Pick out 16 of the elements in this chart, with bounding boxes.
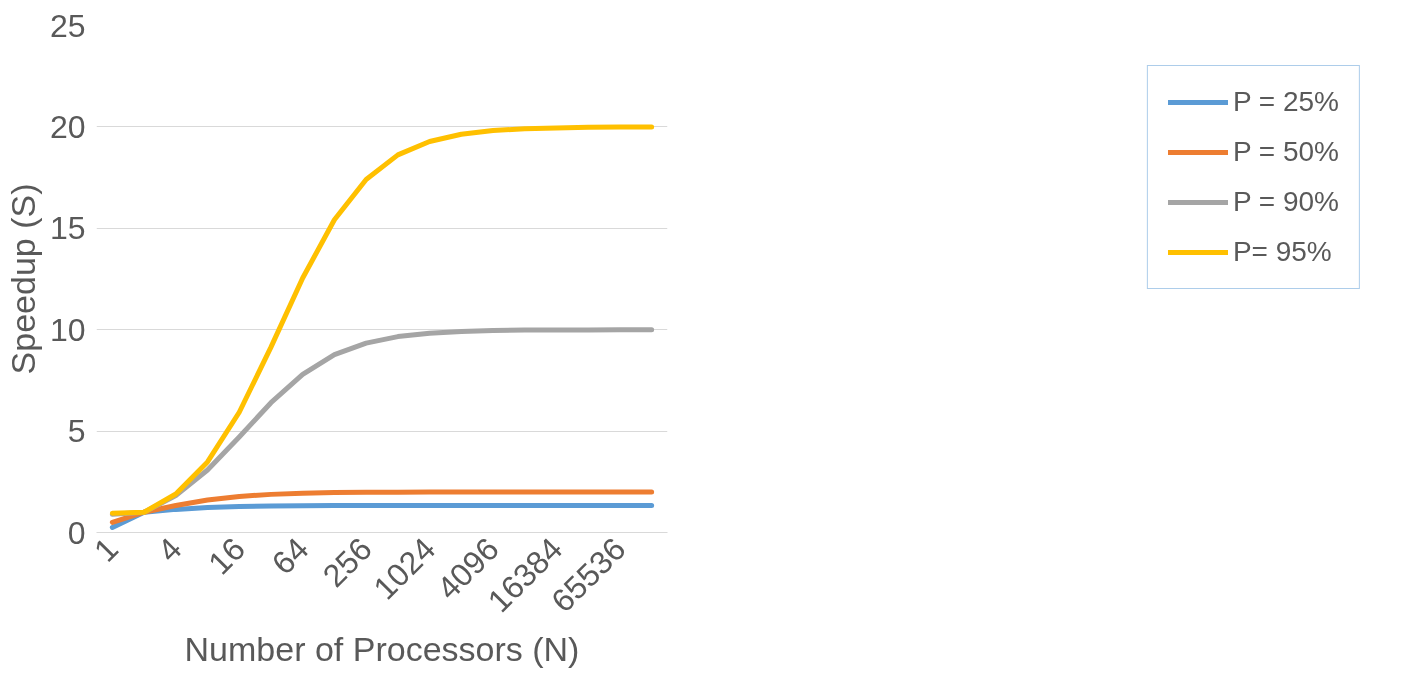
x-axis-title: Number of Processors (N) [184, 629, 580, 668]
legend-label: P = 90% [1232, 186, 1339, 218]
y-tick-label: 25 [49, 7, 86, 44]
x-tick-label: 1 [87, 530, 126, 569]
x-tick-label: 16 [201, 530, 252, 582]
x-tick-label: 64 [264, 530, 316, 582]
y-tick-label: 0 [67, 514, 86, 551]
legend-label: P = 25% [1232, 86, 1339, 118]
y-tick-label: 15 [49, 210, 86, 247]
y-tick-label: 5 [67, 413, 86, 450]
y-tick-label: 20 [49, 108, 86, 145]
y-tick-label: 10 [49, 311, 86, 348]
legend-label: P= 95% [1232, 236, 1332, 268]
legend-label: P = 50% [1232, 136, 1339, 168]
x-tick-label: 4 [150, 530, 189, 569]
y-axis-title: Speedup (S) [3, 183, 42, 375]
